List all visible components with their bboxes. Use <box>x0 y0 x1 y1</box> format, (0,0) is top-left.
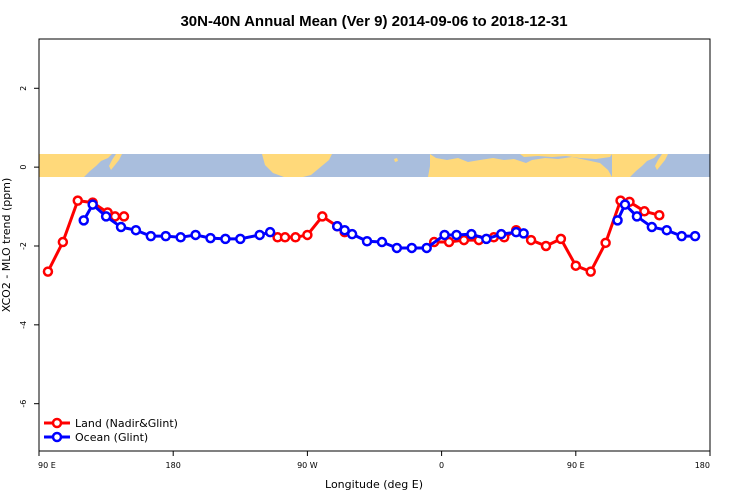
world-map-band <box>39 154 710 177</box>
series-1-point-22 <box>439 229 450 241</box>
x-axis: 90 E 180 90 W 0 90 E 180 <box>38 451 711 470</box>
series-0-point-23 <box>555 233 567 245</box>
series-1-point-13 <box>264 226 276 238</box>
series-1-point-24 <box>466 228 477 240</box>
series-1-point-32 <box>646 221 658 233</box>
series-0-point-1 <box>57 236 69 248</box>
series-1-point-6 <box>160 230 171 242</box>
series-0-point-0 <box>42 266 54 277</box>
series-1 <box>78 199 701 254</box>
series-0-point-29 <box>639 206 650 217</box>
legend: Land (Nadir&Glint)Ocean (Glint) <box>44 417 178 444</box>
series-1-point-34 <box>676 230 687 242</box>
y-axis-label: XCO2 - MLO trend (ppm) <box>0 178 13 313</box>
series-layer <box>42 195 701 277</box>
series-1-point-31 <box>631 211 643 222</box>
series-0-point-16 <box>458 234 470 246</box>
series-1-point-17 <box>361 236 373 247</box>
y-tick-label-4: -6 <box>19 400 28 408</box>
series-1-point-8 <box>190 229 201 241</box>
series-1-point-21 <box>421 242 432 254</box>
series-1-point-26 <box>495 228 507 240</box>
y-tick-label-2: -2 <box>19 242 28 250</box>
series-0-point-2 <box>72 195 84 206</box>
chart-title: 30N-40N Annual Mean (Ver 9) 2014-09-06 t… <box>180 13 567 30</box>
series-1-point-30 <box>619 199 631 210</box>
series-1-point-29 <box>612 215 623 226</box>
x-tick-label-4: 90 E <box>567 461 585 470</box>
series-1-point-2 <box>100 211 112 222</box>
series-1-point-10 <box>220 233 231 245</box>
series-0-point-9 <box>290 232 301 243</box>
x-tick-label-2: 90 W <box>297 461 318 470</box>
y-tick-label-1: 0 <box>19 165 28 170</box>
series-0-point-30 <box>654 209 665 221</box>
series-0-point-11 <box>317 211 328 222</box>
x-tick-label-1: 180 <box>166 461 181 470</box>
series-0-point-8 <box>279 232 291 243</box>
x-tick-label-0: 90 E <box>38 461 56 470</box>
legend-label-1: Ocean (Glint) <box>75 431 148 444</box>
series-1-point-20 <box>406 242 418 254</box>
series-0-point-24 <box>570 260 582 271</box>
series-1-point-7 <box>175 232 186 243</box>
series-0-point-21 <box>525 234 537 246</box>
x-axis-label: Longitude (deg E) <box>325 478 423 491</box>
y-tick-label-0: 2 <box>19 86 28 91</box>
map-band-land <box>39 154 668 177</box>
plot-frame <box>38 38 711 452</box>
series-1-point-9 <box>205 232 216 244</box>
series-1-point-1 <box>87 199 98 210</box>
series-0-point-6 <box>118 211 130 222</box>
series-1-point-33 <box>661 224 673 236</box>
series-1-point-28 <box>518 228 529 239</box>
series-0-point-22 <box>540 240 552 252</box>
series-1-point-4 <box>130 224 142 236</box>
series-0-point-10 <box>302 229 313 241</box>
series-0-point-25 <box>585 266 596 277</box>
series-1-point-23 <box>451 229 462 241</box>
series-1-point-11 <box>235 233 246 245</box>
series-0-point-26 <box>600 237 611 249</box>
x-tick-label-3: 0 <box>439 461 444 470</box>
series-0-point-15 <box>443 236 455 248</box>
legend-marker-1 <box>51 431 63 443</box>
y-tick-label-3: -4 <box>19 321 28 329</box>
series-1-point-19 <box>391 242 403 254</box>
legend-marker-0 <box>51 417 63 429</box>
series-1-point-35 <box>689 230 701 242</box>
y-axis: 2 0 -2 -4 -6 <box>19 86 39 408</box>
legend-label-0: Land (Nadir&Glint) <box>75 417 178 430</box>
series-1-point-0 <box>78 215 89 226</box>
series-1-point-5 <box>145 230 157 242</box>
series-1-point-12 <box>254 229 265 241</box>
series-1-point-3 <box>115 221 127 233</box>
series-1-point-18 <box>376 236 388 248</box>
x-tick-label-5: 180 <box>695 461 710 470</box>
series-1-point-16 <box>346 228 358 240</box>
series-1-point-25 <box>481 233 492 245</box>
